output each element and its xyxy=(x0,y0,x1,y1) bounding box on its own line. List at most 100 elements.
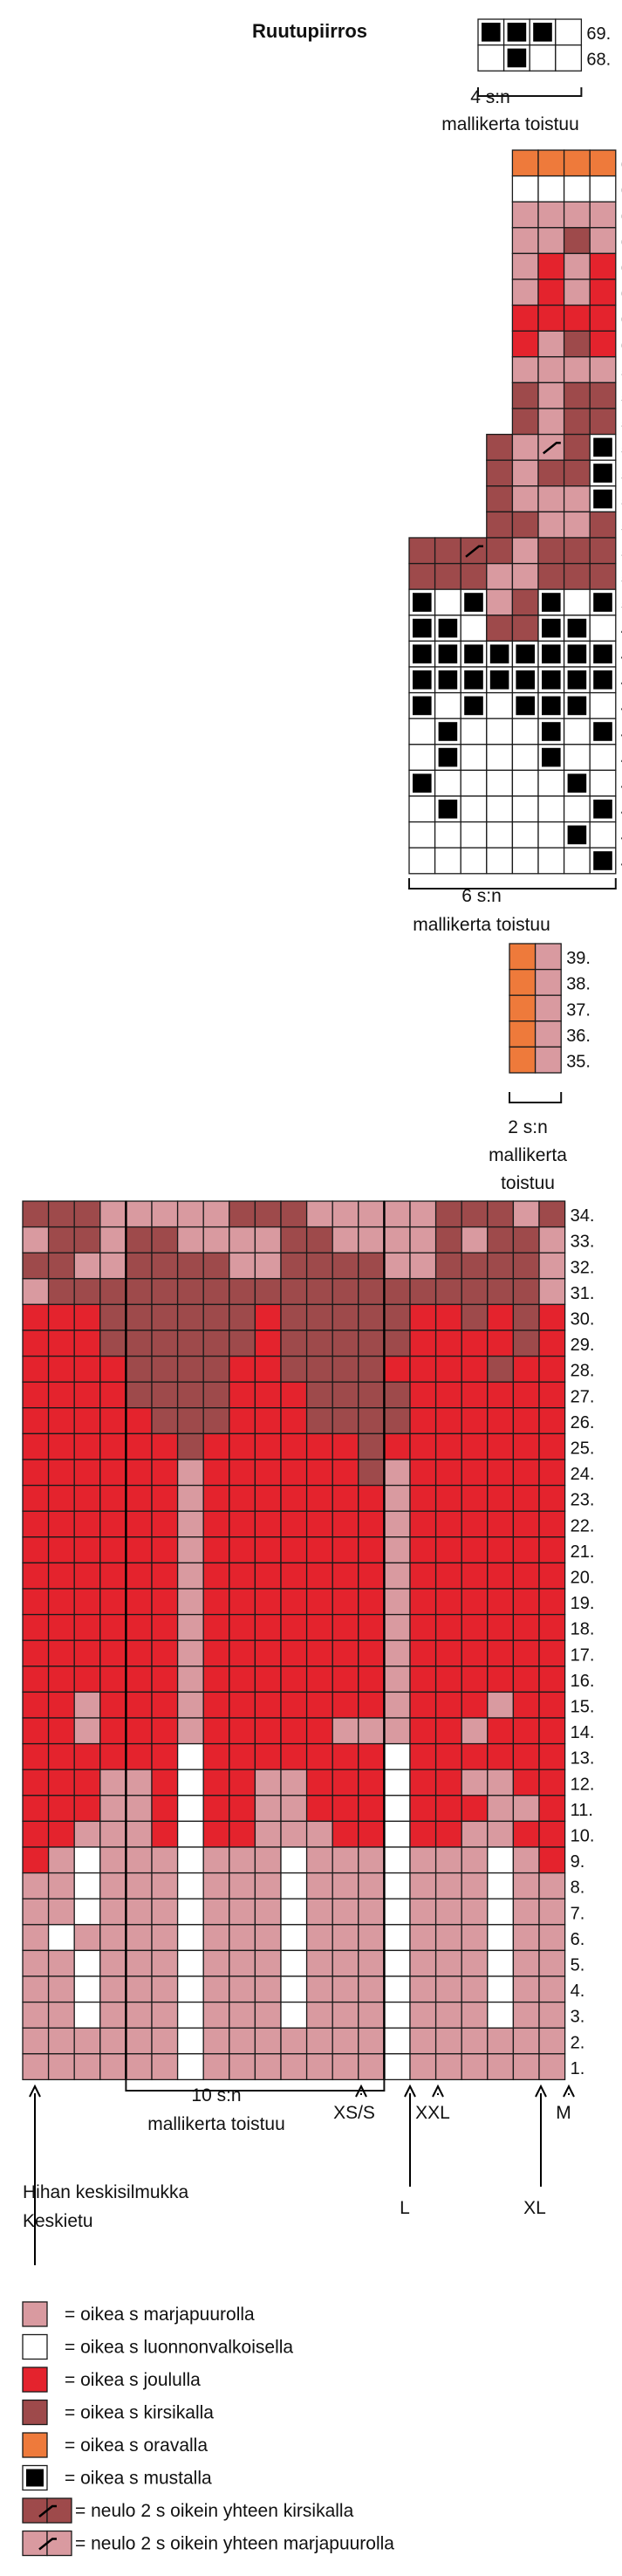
chart-cell xyxy=(125,1846,153,1874)
chart-cell xyxy=(460,744,488,772)
chart-cell xyxy=(47,1562,75,1590)
chart-cell xyxy=(151,1666,179,1693)
row-number: 30. xyxy=(571,1309,595,1329)
chart-cell xyxy=(22,1666,50,1693)
chart-cell xyxy=(358,1795,386,1823)
chart-cell xyxy=(176,1975,204,2003)
chart-cell xyxy=(73,1872,101,1899)
chart-cell xyxy=(512,1588,540,1616)
chart-cell xyxy=(99,1484,127,1512)
black-stitch xyxy=(533,23,552,42)
chart-cell xyxy=(409,1588,437,1616)
chart-cell xyxy=(151,1898,179,1926)
chart-cell xyxy=(229,1588,256,1616)
chart-cell xyxy=(563,485,591,513)
chart-cell xyxy=(151,2027,179,2055)
chart-cell xyxy=(434,2053,462,2081)
chart-cell xyxy=(434,562,461,590)
chart-cell xyxy=(254,1613,282,1641)
chart-cell xyxy=(461,1691,489,1719)
chart-cell xyxy=(151,1717,179,1745)
arrow-xxl-head xyxy=(432,2084,444,2098)
chart-cell xyxy=(47,1613,75,1641)
chart-cell xyxy=(434,821,461,848)
chart-cell xyxy=(358,1717,386,1745)
chart-cell xyxy=(537,227,565,255)
chart-cell xyxy=(486,744,514,772)
chart-cell xyxy=(305,1898,333,1926)
chart-cell xyxy=(538,1355,566,1383)
chart-cell xyxy=(563,149,591,177)
legend-label: = oikea s oravalla xyxy=(65,2435,208,2456)
chart-cell xyxy=(563,537,591,565)
chart-cell xyxy=(99,1820,127,1848)
chart-cell xyxy=(409,1691,437,1719)
chart-cell xyxy=(461,1820,489,1848)
chart-cell xyxy=(125,1329,153,1357)
chart-cell xyxy=(461,1355,489,1383)
chart-cell xyxy=(434,1795,462,1823)
chart-cell xyxy=(512,1329,540,1357)
chart-cell xyxy=(176,1536,204,1564)
chart-cell xyxy=(99,1510,127,1538)
chart-cell xyxy=(229,1329,256,1357)
chart-cell xyxy=(229,2001,256,2029)
chart-cell xyxy=(254,1666,282,1693)
chart-cell xyxy=(486,691,514,719)
chart-cell xyxy=(280,1769,308,1796)
chart-cell xyxy=(151,1278,179,1306)
chart-cell xyxy=(358,1949,386,1977)
chart-cell xyxy=(47,1769,75,1796)
chart-cell xyxy=(511,847,539,875)
row-number: 49. xyxy=(621,621,622,640)
chart-cell xyxy=(125,1355,153,1383)
chart-cell xyxy=(305,1355,333,1383)
chart-cell xyxy=(563,433,591,461)
chart-cell xyxy=(254,2053,282,2081)
chart-cell xyxy=(280,1510,308,1538)
chart-cell xyxy=(383,1613,411,1641)
chart-cell xyxy=(202,1252,230,1280)
chart-cell xyxy=(73,1381,101,1409)
chart-cell xyxy=(202,1355,230,1383)
chart-cell xyxy=(487,1742,515,1770)
chart-cell xyxy=(461,1536,489,1564)
chart-cell xyxy=(125,1820,153,1848)
marker-center-label: Hihan keskisilmukka xyxy=(23,2182,189,2202)
black-stitch xyxy=(516,670,535,690)
chart-cell xyxy=(332,1846,359,1874)
chart-cell xyxy=(151,1484,179,1512)
chart-cell xyxy=(512,1639,540,1667)
chart-cell xyxy=(22,1536,50,1564)
chart-cell xyxy=(22,1975,50,2003)
chart-cell xyxy=(512,1666,540,1693)
chart-cell xyxy=(408,562,436,590)
chart-cell xyxy=(73,1717,101,1745)
chart-cell xyxy=(358,1459,386,1487)
chart-cell xyxy=(73,1432,101,1460)
chart-cell xyxy=(563,562,591,590)
small-repeat-line2: toistuu xyxy=(501,1173,555,1193)
row-number: 12. xyxy=(571,1775,595,1794)
row-number: 43. xyxy=(621,775,622,794)
chart-cell xyxy=(99,1562,127,1590)
small-repeat-count: 2 s:n xyxy=(508,1117,548,1137)
chart-cell xyxy=(99,1691,127,1719)
chart-cell xyxy=(461,1381,489,1409)
chart-cell xyxy=(229,2027,256,2055)
chart-cell xyxy=(461,1924,489,1952)
row-number: 34. xyxy=(571,1206,595,1226)
chart-cell xyxy=(254,1510,282,1538)
marker-m-label: M xyxy=(556,2103,571,2123)
chart-cell xyxy=(589,615,617,642)
black-stitch xyxy=(489,670,509,690)
chart-cell xyxy=(229,1303,256,1331)
chart-cell xyxy=(487,2001,515,2029)
chart-cell xyxy=(538,1303,566,1331)
chart-cell xyxy=(73,1666,101,1693)
chart-cell xyxy=(383,1432,411,1460)
chart-cell xyxy=(151,1459,179,1487)
chart-cell xyxy=(487,1898,515,1926)
row-number: 52. xyxy=(621,543,622,562)
chart-cell xyxy=(125,1562,153,1590)
